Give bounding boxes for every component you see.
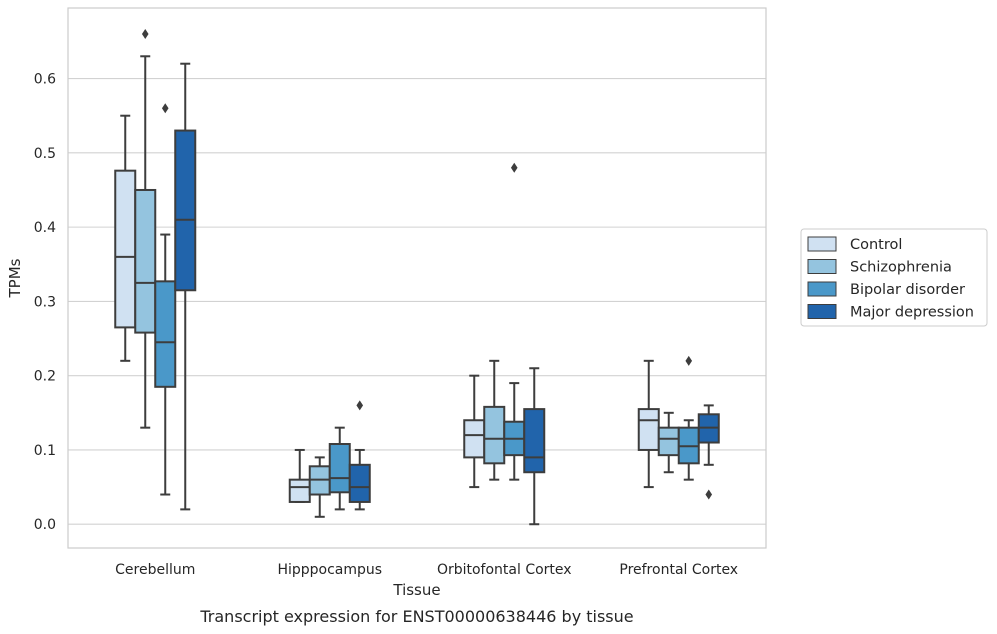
outlier-point — [510, 162, 518, 173]
box-major-depression — [697, 404, 720, 500]
figure-caption: Transcript expression for ENST0000063844… — [199, 607, 633, 626]
iqr-box — [523, 408, 546, 474]
y-tick-label: 0.2 — [34, 369, 56, 385]
legend-frame — [800, 228, 988, 327]
iqr-box — [348, 463, 371, 503]
y-tick-label: 0.1 — [34, 443, 56, 459]
y-tick-label: 0.0 — [34, 517, 56, 533]
iqr-box — [657, 426, 680, 457]
outlier-point — [141, 28, 149, 39]
y-axis-ticks: 0.0 0.1 0.2 0.3 0.4 0.5 0.6 — [34, 72, 56, 534]
iqr-box — [637, 408, 660, 451]
legend-label: Control — [850, 237, 902, 253]
outlier-point — [161, 103, 169, 114]
iqr-box — [483, 405, 506, 465]
outlier-point — [356, 400, 364, 411]
box-plot-boxes — [114, 28, 720, 526]
legend-label: Schizophrenia — [850, 260, 952, 276]
y-tick-label: 0.5 — [34, 146, 56, 162]
iqr-box — [288, 478, 311, 503]
iqr-box — [463, 419, 486, 459]
x-axis-label: Tissue — [392, 581, 440, 599]
box-schizophrenia — [657, 411, 680, 474]
box-schizophrenia — [308, 456, 331, 518]
x-tick-label: Cerebellum — [115, 562, 195, 578]
legend-label: Major depression — [850, 305, 974, 321]
y-tick-label: 0.3 — [34, 294, 56, 310]
box-bipolar-disorder — [328, 426, 351, 511]
outlier-point — [685, 355, 693, 366]
legend-swatch — [807, 259, 837, 274]
x-axis-ticks: Cerebellum Hipppocampus Orbitofontal Corte… — [115, 562, 738, 578]
box-major-depression — [174, 62, 197, 511]
y-tick-label: 0.4 — [34, 220, 56, 236]
box-bipolar-disorder — [503, 162, 526, 481]
box-control — [463, 374, 486, 489]
x-tick-label: Hipppocampus — [277, 562, 382, 578]
plot-frame — [67, 7, 767, 549]
x-tick-label: Orbitofontal Cortex — [437, 562, 572, 578]
x-tick-label: Prefrontal Cortex — [619, 562, 738, 578]
box-major-depression — [523, 367, 546, 526]
iqr-box — [114, 169, 137, 329]
legend-swatch — [807, 304, 837, 319]
box-bipolar-disorder — [677, 355, 700, 481]
legend: Control Schizophrenia Bipolar disorder Majo… — [800, 228, 988, 327]
box-schizophrenia — [134, 28, 157, 429]
outlier-point — [705, 489, 713, 500]
y-tick-label: 0.6 — [34, 72, 56, 88]
y-axis-label: TPMs — [6, 258, 24, 298]
legend-label: Bipolar disorder — [850, 282, 965, 298]
iqr-box — [174, 129, 197, 292]
iqr-box — [328, 443, 351, 494]
iqr-box — [134, 188, 157, 334]
legend-swatch — [807, 281, 837, 297]
box-major-depression — [348, 400, 371, 511]
box-schizophrenia — [483, 359, 506, 481]
iqr-box — [154, 280, 177, 388]
box-bipolar-disorder — [154, 103, 177, 496]
box-control — [637, 359, 660, 489]
box-control — [288, 448, 311, 503]
legend-swatch — [807, 236, 837, 252]
